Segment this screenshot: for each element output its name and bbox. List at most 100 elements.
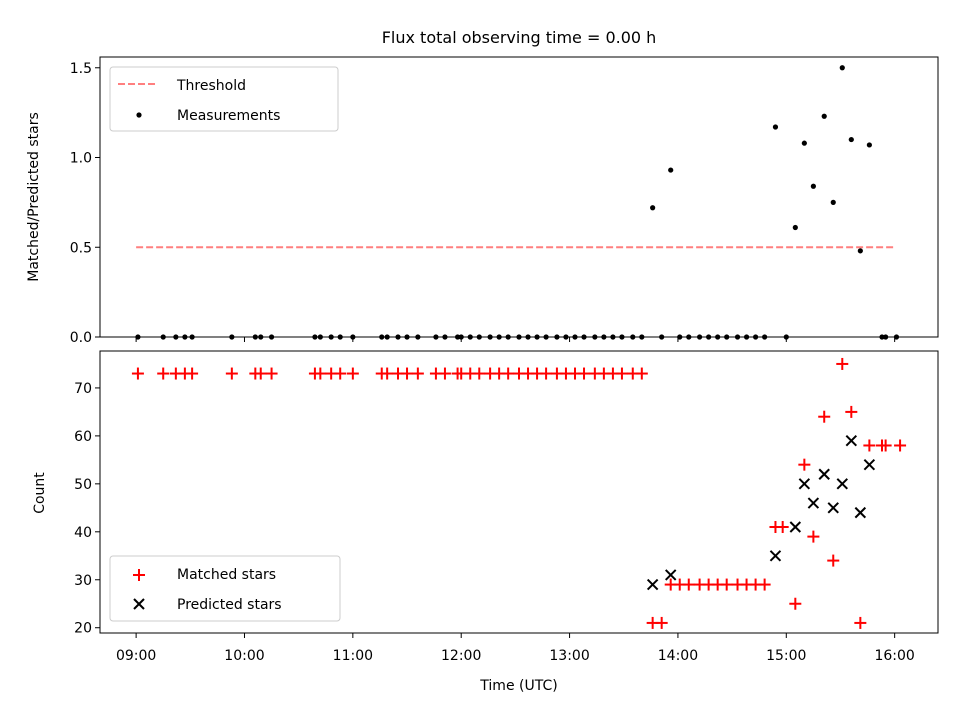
bottom-x-tick-label: 10:00: [224, 648, 264, 664]
top-panel: 0.0 0.5 1.0 1.5 Matched/Predicted stars Thr…: [26, 56, 939, 346]
bottom-y-tick-label: 50: [74, 477, 92, 493]
measurement-point: [442, 334, 448, 340]
measurement-point: [160, 334, 166, 340]
matched-star-point: [540, 367, 553, 380]
matched-legend-label: Matched stars: [177, 567, 276, 583]
matched-star-point: [157, 367, 170, 380]
measurement-point: [743, 334, 750, 340]
bottom-x-tick-label: 14:00: [658, 648, 698, 664]
predicted-star-point: [789, 521, 802, 533]
matched-star-point: [818, 410, 831, 423]
measurement-point: [543, 334, 549, 340]
measurement-point: [839, 65, 845, 71]
top-legend: Threshold Measurements: [109, 66, 339, 132]
matched-star-point: [615, 367, 628, 380]
measurement-point: [783, 334, 789, 340]
matched-star-point: [655, 616, 668, 629]
measurement-point: [879, 334, 885, 340]
predicted-star-points: [646, 434, 876, 591]
matched-star-point: [473, 367, 486, 380]
measurement-point: [810, 183, 816, 189]
measurement-point: [601, 334, 607, 340]
measurement-point: [534, 334, 540, 340]
matched-star-point: [827, 554, 840, 567]
matched-star-point: [836, 357, 849, 370]
bottom-y-tick-label: 40: [74, 525, 92, 541]
bottom-x-axis-label: Time (UTC): [479, 678, 557, 694]
bottom-y-tick-label: 70: [74, 381, 92, 397]
predicted-star-point: [664, 569, 677, 581]
bottom-legend: Matched stars Predicted stars: [109, 555, 341, 622]
matched-star-point: [131, 367, 144, 380]
measurement-point: [697, 334, 703, 340]
top-y-tick-label: 0.5: [70, 240, 92, 256]
top-y-ticks: 0.0 0.5 1.0 1.5: [70, 61, 100, 346]
matched-star-point: [798, 458, 811, 471]
matched-star-point: [334, 367, 347, 380]
measurement-point: [487, 334, 493, 340]
matched-star-point: [635, 367, 648, 380]
matched-star-point: [578, 367, 591, 380]
threshold-legend-label: Threshold: [176, 78, 246, 94]
matched-star-point: [186, 367, 199, 380]
measurement-point: [525, 334, 531, 340]
bottom-x-ticks: 09:00 10:00 11:00 12:00 13:00 14:00 15:00 16:00: [116, 633, 915, 664]
predicted-star-point: [798, 478, 811, 490]
predicted-legend-label: Predicted stars: [177, 597, 282, 613]
bottom-x-tick-label: 16:00: [874, 648, 914, 664]
top-y-tick-label: 1.0: [70, 151, 92, 167]
measurement-point: [505, 334, 511, 340]
measurement-point: [668, 167, 674, 173]
measurement-point: [752, 334, 759, 340]
measurement-point: [404, 334, 410, 340]
measurements-legend-label: Measurements: [177, 108, 280, 124]
measurement-point: [135, 334, 141, 340]
measurement-point: [848, 136, 854, 143]
matched-star-point: [682, 578, 695, 591]
matched-star-point: [346, 367, 359, 380]
measurement-point: [182, 334, 188, 340]
measurement-points: [135, 65, 900, 340]
measurement-point: [610, 334, 616, 340]
measurement-point: [893, 334, 900, 340]
matched-star-point: [789, 597, 802, 610]
matched-star-point: [879, 439, 892, 452]
measurement-point: [258, 334, 264, 340]
matched-star-point: [854, 616, 867, 629]
measurement-point: [312, 334, 318, 340]
matched-legend-swatch: [133, 569, 145, 581]
measurement-point: [772, 124, 779, 130]
measurement-point: [415, 334, 421, 340]
measurement-point: [433, 334, 439, 340]
measurements-legend-swatch: [136, 112, 142, 118]
measurement-point: [581, 334, 587, 340]
matched-star-point: [845, 405, 858, 418]
matched-star-point: [411, 367, 424, 380]
predicted-legend-swatch: [133, 598, 145, 610]
measurement-point: [724, 334, 730, 340]
measurement-point: [883, 334, 889, 340]
top-legend-frame: [109, 66, 339, 132]
measurement-point: [516, 334, 522, 340]
predicted-star-point: [818, 468, 830, 480]
predicted-star-point: [845, 434, 858, 447]
measurement-point: [762, 334, 768, 340]
measurement-point: [857, 248, 863, 254]
measurement-point: [801, 140, 807, 146]
matched-star-point: [894, 439, 907, 452]
measurement-point: [337, 334, 343, 340]
measurement-point: [630, 334, 636, 340]
measurement-point: [734, 334, 741, 340]
predicted-star-point: [827, 502, 839, 514]
measurement-point: [650, 205, 656, 211]
measurement-point: [268, 334, 275, 340]
measurement-point: [821, 113, 827, 119]
predicted-star-point: [836, 478, 848, 490]
measurement-point: [792, 224, 798, 231]
measurement-point: [563, 334, 569, 340]
bottom-x-tick-label: 12:00: [441, 648, 481, 664]
matched-star-point: [758, 578, 771, 591]
measurement-point: [189, 334, 195, 340]
matched-star-point: [265, 367, 278, 380]
measurement-point: [384, 334, 390, 340]
